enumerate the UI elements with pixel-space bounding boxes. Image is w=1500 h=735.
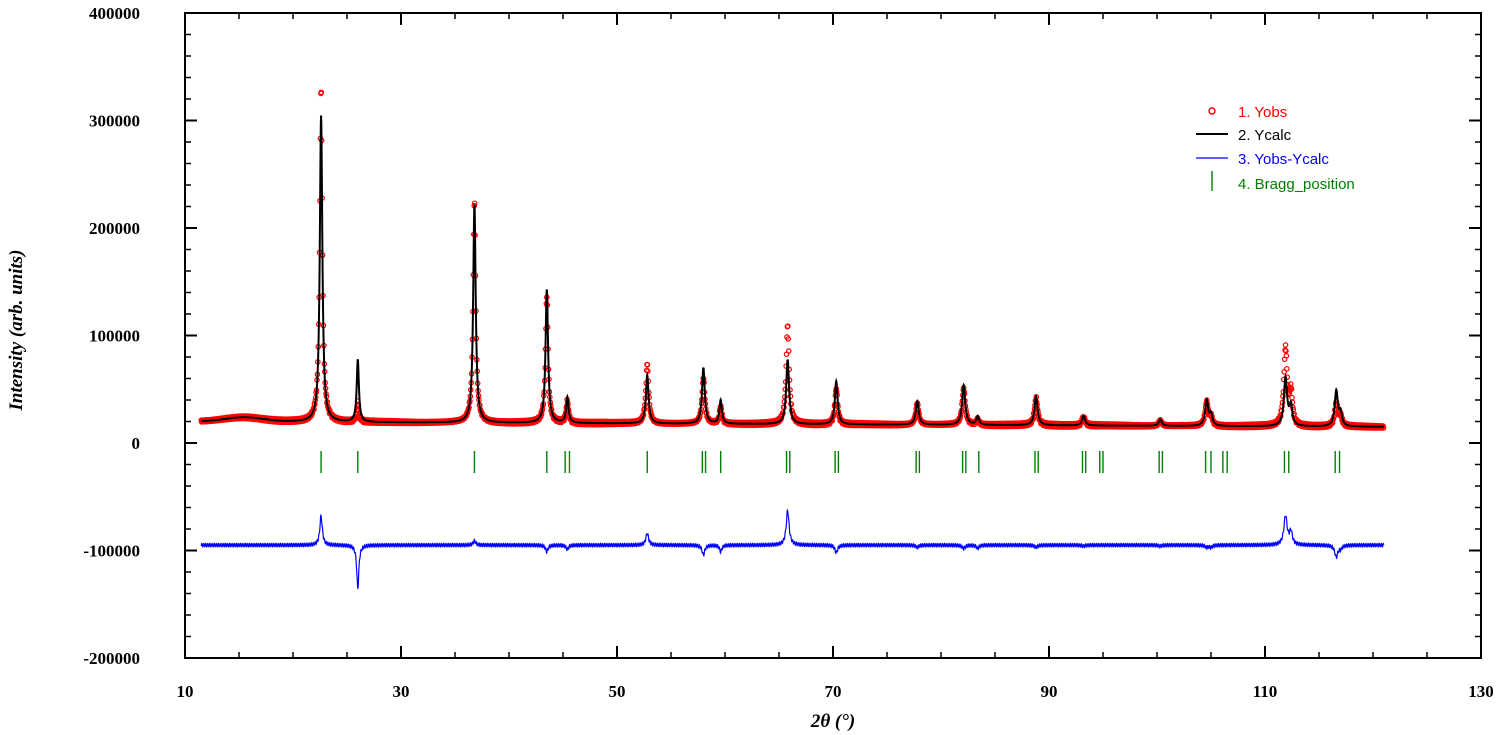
y-tick-label: 400000 xyxy=(89,4,140,23)
yobs-point xyxy=(785,348,792,354)
yobs-point xyxy=(1282,342,1289,348)
yobs-point xyxy=(785,336,792,342)
x-tick-label: 110 xyxy=(1253,682,1278,701)
legend: 1. Yobs 2. Ycalc 3. Yobs-Ycalc 4. Bragg_… xyxy=(1196,104,1355,193)
x-tick-label: 90 xyxy=(1041,682,1058,701)
yobs-points xyxy=(198,89,1387,431)
legend-label-yobs: 1. Yobs xyxy=(1238,104,1287,121)
yobs-ycalc-line xyxy=(200,508,1385,590)
y-tick-label: 0 xyxy=(132,434,141,453)
legend-label-yobs-ycalc: 3. Yobs-Ycalc xyxy=(1238,151,1329,168)
y-tick-label: 100000 xyxy=(89,327,140,346)
y-tick-label: -200000 xyxy=(83,649,140,668)
x-tick-label: 10 xyxy=(177,682,194,701)
y-tick-labels: 400000 300000 200000 100000 0 -100000 -200000 xyxy=(83,4,140,668)
yobs-point xyxy=(318,89,325,96)
yobs-point xyxy=(644,361,651,368)
x-tick-labels: 10 30 50 70 90 110 130 xyxy=(177,682,1494,701)
ycalc-line xyxy=(201,115,1384,428)
y-tick-label: -100000 xyxy=(83,542,140,561)
y-tick-label: 200000 xyxy=(89,219,140,238)
x-tick-label: 70 xyxy=(825,682,842,701)
y-tick-label: 300000 xyxy=(89,112,140,131)
yobs-point xyxy=(1289,394,1295,401)
legend-label-ycalc: 2. Ycalc xyxy=(1238,127,1292,144)
x-tick-label: 130 xyxy=(1468,682,1494,701)
x-axis-title: 2θ (°) xyxy=(810,711,855,732)
legend-yobs-marker xyxy=(1208,107,1216,115)
yobs-point xyxy=(645,368,651,374)
yobs-point xyxy=(785,323,791,329)
yobs-point xyxy=(1284,366,1290,372)
y-axis-title: Intensity (arb. units) xyxy=(6,249,27,411)
legend-label-bragg-position: 4. Bragg_position xyxy=(1238,176,1355,193)
x-tick-label: 30 xyxy=(393,682,410,701)
bragg-position-ticks xyxy=(320,451,1341,473)
x-tick-label: 50 xyxy=(609,682,626,701)
axis-ticks xyxy=(184,12,1482,659)
